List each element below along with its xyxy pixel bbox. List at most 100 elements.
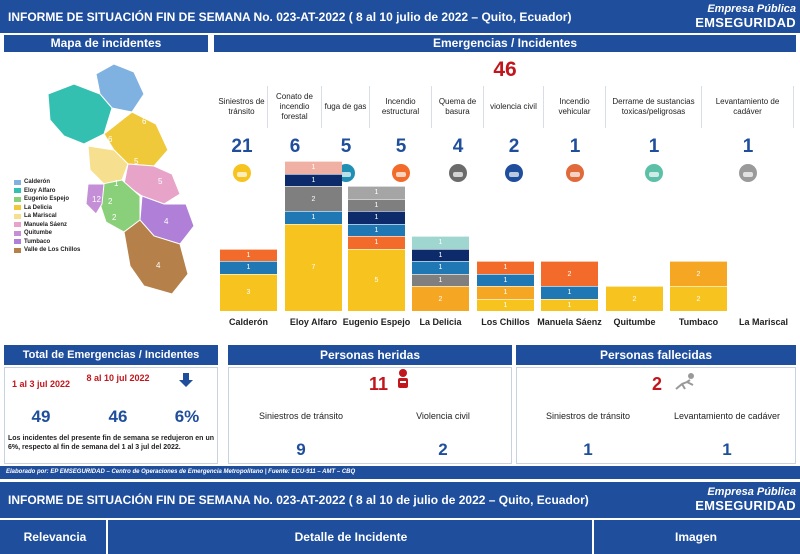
second-report-header: INFORME DE SITUACIÓN FIN DE SEMANA No. 0…: [0, 482, 800, 518]
category-label: Incendio vehicular: [544, 86, 606, 128]
bar-segment: 5: [348, 248, 405, 311]
source-footer: Elaborado por: EP EMSEGURIDAD – Centro d…: [0, 466, 800, 479]
category-label: Quema de basura: [432, 86, 484, 128]
bar-segment: 1: [220, 261, 277, 274]
emergencies-section-title: Emergencias / Incidentes: [214, 35, 796, 52]
map-legend: Calderón Eloy Alfaro Eugenio Espejo La Deli…: [14, 178, 104, 255]
legend-label: Valle de Los Chillos: [24, 247, 81, 254]
legend-swatch: [14, 239, 21, 245]
bar-segment: 1: [477, 286, 534, 299]
legend-item: Valle de Los Chillos: [14, 246, 104, 255]
injured-title: Personas heridas: [228, 345, 512, 365]
category-label: violencia civil: [484, 86, 544, 128]
bar-segment: 1: [477, 273, 534, 286]
legend-item: Tumbaco: [14, 238, 104, 247]
category-count: 4: [452, 136, 464, 157]
injured-item-label-1: Violencia civil: [416, 411, 470, 421]
deceased-title: Personas fallecidas: [516, 345, 796, 365]
deceased-item-label-0: Siniestros de tránsito: [545, 411, 631, 421]
bar-segment: 1: [541, 286, 598, 299]
bar-segment: 1: [348, 198, 405, 211]
category-label: Incendio estructural: [370, 86, 432, 128]
fight-icon: [505, 164, 523, 182]
legend-swatch: [14, 230, 21, 236]
legend-label: La Delicia: [24, 204, 53, 211]
report-title: INFORME DE SITUACIÓN FIN DE SEMANA No. 0…: [8, 10, 572, 24]
legend-item: Eloy Alfaro: [14, 187, 104, 196]
emergencies-total: 46: [493, 58, 517, 81]
bar-segment: 3: [220, 273, 277, 311]
legend-label: Manuela Sáenz: [24, 221, 68, 228]
second-report-title: INFORME DE SITUACIÓN FIN DE SEMANA No. 0…: [8, 493, 589, 507]
x-axis-label: Manuela Sáenz: [537, 317, 602, 327]
col-header-detail: Detalle de Incidente: [110, 520, 594, 554]
injured-item-label-0: Siniestros de tránsito: [258, 411, 344, 421]
bar-segment: 2: [606, 286, 663, 311]
bar-segment: 2: [670, 261, 727, 286]
bar-segment: 1: [285, 211, 342, 224]
svg-text:1: 1: [114, 179, 119, 188]
car-crash-icon: [233, 164, 251, 182]
legend-label: Calderón: [24, 179, 51, 186]
bar-segment: 1: [348, 223, 405, 236]
legend-item: Quitumbe: [14, 229, 104, 238]
bar-segment: 1: [220, 248, 277, 261]
legend-item: Calderón: [14, 178, 104, 187]
legend-swatch: [14, 222, 21, 228]
svg-text:12: 12: [92, 195, 101, 204]
deceased-item-value-1: 1: [722, 440, 732, 459]
curr-period-label: 8 al 10 jul 2022: [86, 373, 150, 383]
map-panel: 6 6 5 5 1 4 2 12 2 4: [4, 54, 208, 336]
bar-segment: 7: [285, 223, 342, 311]
legend-swatch: [14, 196, 21, 202]
deceased-body-icon: [675, 373, 694, 390]
legend-swatch: [14, 188, 21, 194]
category-count: 21: [231, 136, 253, 157]
category-label: Derrame de sustancias toxicas/peligrosas: [606, 86, 702, 128]
toxic-spill-icon: [645, 164, 663, 182]
category-count: 2: [508, 136, 520, 157]
deceased-item-label-1: Levantamiento de cadáver: [673, 411, 781, 421]
curr-period-value: 46: [108, 407, 128, 426]
bar-segment: 1: [285, 161, 342, 174]
legend-label: Quitumbe: [24, 230, 52, 237]
x-axis-label: La Mariscal: [738, 317, 789, 327]
bar-segment: 1: [348, 211, 405, 224]
injured-box: [228, 367, 512, 464]
bar-stack: 2: [606, 286, 663, 311]
category-count: 1: [742, 136, 754, 157]
x-axis-label: Los Chillos: [481, 317, 530, 327]
deceased-total: 2: [651, 374, 662, 394]
category-count: 6: [289, 136, 301, 157]
legend-swatch: [14, 213, 21, 219]
x-axis-label: Eloy Alfaro: [289, 317, 338, 327]
legend-item: La Mariscal: [14, 212, 104, 221]
svg-text:5: 5: [158, 177, 163, 186]
legend-swatch: [14, 179, 21, 185]
bar-segment: 1: [477, 298, 534, 311]
bar-segment: 1: [412, 248, 469, 261]
category-count: 5: [340, 136, 352, 157]
bar-segment: 1: [348, 236, 405, 249]
map-zone-mariscal: [85, 183, 105, 215]
second-emseguridad-logo: Empresa Pública EMSEGURIDAD: [695, 486, 796, 513]
category-label: Levantamiento de cadáver: [702, 86, 794, 128]
svg-text:2: 2: [112, 213, 117, 222]
category-count: 1: [648, 136, 660, 157]
deceased-item-value-0: 1: [583, 440, 593, 459]
bar-segment: 1: [412, 236, 469, 249]
legend-label: La Mariscal: [24, 213, 57, 220]
bar-segment: 2: [541, 261, 598, 286]
bar-segment: 1: [348, 186, 405, 199]
category-label: fuga de gas: [322, 86, 370, 128]
legend-label: Eloy Alfaro: [24, 187, 56, 194]
bar-segment: 2: [412, 286, 469, 311]
car-fire-icon: [566, 164, 584, 182]
x-axis-label: Tumbaco: [678, 317, 719, 327]
category-label: Siniestros de tránsito: [216, 86, 268, 128]
